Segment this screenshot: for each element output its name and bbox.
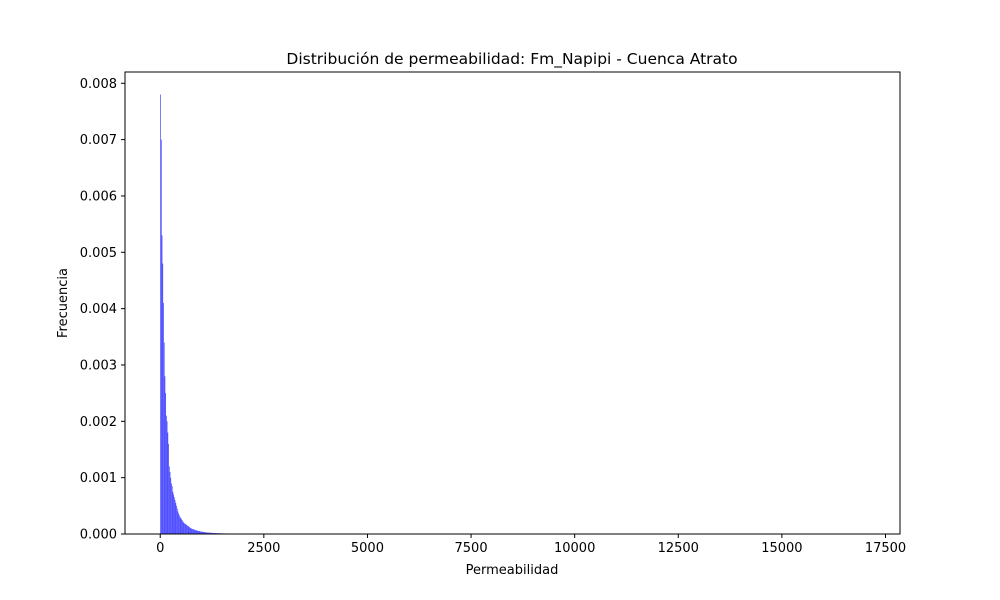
y-tick-label: 0.004 xyxy=(80,302,117,317)
histogram-bar xyxy=(176,505,177,534)
histogram-bar xyxy=(206,532,208,534)
histogram-bar xyxy=(165,393,167,534)
histogram-bar xyxy=(197,530,198,534)
histogram-bar xyxy=(207,532,209,534)
histogram-bar xyxy=(183,522,185,534)
histogram-bar xyxy=(178,513,180,534)
histogram-bar xyxy=(177,511,179,534)
histogram-bar xyxy=(205,532,207,534)
histogram-bar xyxy=(182,521,184,534)
histogram-bar xyxy=(200,531,201,534)
y-tick-label: 0.006 xyxy=(80,189,117,204)
histogram-bar xyxy=(190,528,192,534)
histogram-bar xyxy=(193,529,195,534)
histogram-bar xyxy=(205,532,206,534)
histogram-bar xyxy=(213,532,214,534)
histogram-bar xyxy=(208,532,209,534)
histogram-bar xyxy=(203,531,204,534)
histogram-bar xyxy=(198,531,200,534)
y-tick-label: 0.002 xyxy=(80,415,117,430)
histogram-bar xyxy=(194,529,196,534)
histogram-bar xyxy=(208,532,210,534)
histogram-bar xyxy=(168,443,169,534)
x-tick-label: 15000 xyxy=(761,541,802,556)
histogram-bar xyxy=(163,303,164,534)
histogram-bar xyxy=(197,530,199,534)
histogram-bar xyxy=(199,531,201,534)
histogram-bar xyxy=(174,500,176,534)
histogram-bar xyxy=(174,497,175,534)
histogram-bar xyxy=(189,527,190,534)
x-tick-label: 0 xyxy=(156,541,164,556)
y-axis-label: Frecuencia xyxy=(56,268,71,338)
histogram-bar xyxy=(162,263,164,534)
histogram-bar xyxy=(180,518,182,534)
x-tick-label: 10000 xyxy=(554,541,595,556)
histogram-bar xyxy=(184,523,186,534)
histogram-bar xyxy=(176,508,178,534)
histogram-bar xyxy=(203,532,205,534)
y-tick-label: 0.003 xyxy=(80,358,117,373)
histogram-bar xyxy=(187,525,188,534)
x-axis: 0 2500 5000 7500 10000 12500 15000 17500 xyxy=(156,534,906,556)
histogram-bar xyxy=(209,532,211,534)
histogram-bar xyxy=(200,531,202,534)
y-tick-label: 0.001 xyxy=(80,471,117,486)
histogram-bar xyxy=(166,421,168,534)
histogram-bar xyxy=(189,527,191,534)
histogram-bar xyxy=(204,532,206,534)
histogram-bar xyxy=(160,139,162,535)
y-tick-label: 0.007 xyxy=(80,133,117,148)
histogram-bar xyxy=(192,528,193,534)
histogram-bar xyxy=(171,486,173,534)
plot-frame xyxy=(124,71,901,535)
y-tick-label: 0.008 xyxy=(80,77,117,92)
histogram-bar xyxy=(186,524,188,534)
x-tick-label: 7500 xyxy=(455,541,488,556)
histogram-bar xyxy=(187,526,189,534)
y-tick-label: 0.000 xyxy=(80,528,117,543)
histogram-bar xyxy=(171,483,172,534)
histogram-bar xyxy=(202,531,204,534)
histogram-bar xyxy=(185,524,187,534)
x-tick-label: 5000 xyxy=(351,541,384,556)
histogram-bar xyxy=(164,376,166,534)
bars-group xyxy=(160,94,267,535)
histogram-bar xyxy=(169,472,171,534)
histogram-bar xyxy=(195,530,197,534)
histogram-bar xyxy=(175,503,177,534)
histogram-bar xyxy=(173,494,175,534)
histogram-bar xyxy=(195,530,196,534)
chart-title: Distribución de permeabilidad: Fm_Napipi… xyxy=(286,50,737,69)
histogram-bar xyxy=(161,235,163,534)
histogram-bar xyxy=(192,529,194,534)
histogram-bar xyxy=(172,491,174,534)
histogram-bar xyxy=(210,532,211,534)
histogram-bar xyxy=(170,477,172,534)
histogram-bar xyxy=(179,517,181,534)
histogram-bar xyxy=(181,519,182,534)
histogram-bar xyxy=(160,94,161,534)
histogram-bar xyxy=(179,515,180,534)
histogram-bar xyxy=(181,520,183,534)
histogram-bar xyxy=(163,342,165,534)
histogram-bar xyxy=(184,523,185,534)
histogram-bar xyxy=(191,528,193,534)
y-tick-label: 0.005 xyxy=(80,246,117,261)
histogram-bar xyxy=(201,531,203,534)
x-tick-label: 12500 xyxy=(658,541,699,556)
histogram-bar xyxy=(211,532,213,534)
histogram-bar xyxy=(188,526,190,534)
x-tick-label: 2500 xyxy=(247,541,280,556)
histogram-bar xyxy=(168,466,170,534)
y-axis: 0.000 0.001 0.002 0.003 0.004 0.005 0.006 0.007… xyxy=(80,77,125,543)
x-tick-label: 17500 xyxy=(865,541,906,556)
x-axis-label: Permeabilidad xyxy=(466,563,559,578)
histogram-bar xyxy=(212,532,214,534)
histogram-bar xyxy=(196,530,198,534)
histogram-bar xyxy=(167,432,169,534)
histogram-bar xyxy=(166,415,167,534)
histogram-bar xyxy=(211,532,212,534)
